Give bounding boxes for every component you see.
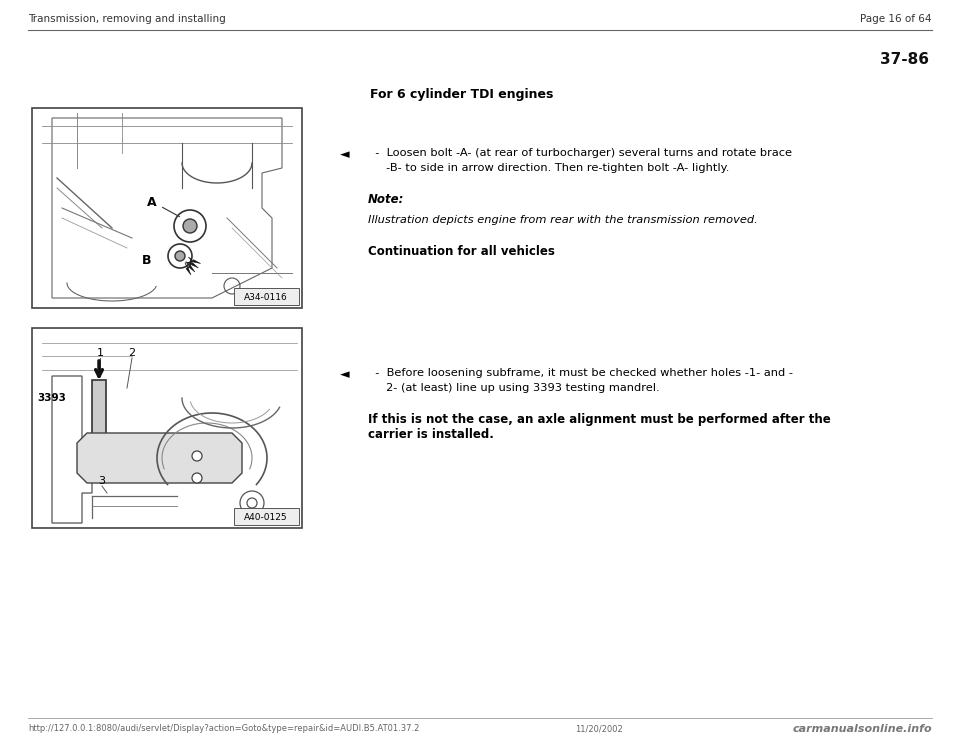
Text: 2: 2 [129,348,135,358]
Polygon shape [188,266,195,272]
Text: 2- (at least) line up using 3393 testing mandrel.: 2- (at least) line up using 3393 testing… [368,383,660,393]
Polygon shape [191,263,199,268]
Text: ◄: ◄ [340,368,349,381]
Text: Page 16 of 64: Page 16 of 64 [860,14,932,24]
Text: Note:: Note: [368,193,404,206]
Bar [32,108,302,308]
Text: Transmission, removing and installing: Transmission, removing and installing [28,14,226,24]
Text: A34-0116: A34-0116 [244,292,288,301]
Circle shape [175,251,185,261]
Text: Illustration depicts engine from rear with the transmission removed.: Illustration depicts engine from rear wi… [368,215,757,225]
Text: carmanualsonline.info: carmanualsonline.info [792,724,932,734]
Circle shape [192,451,202,461]
Text: -  Loosen bolt -A- (at rear of turbocharger) several turns and rotate brace: - Loosen bolt -A- (at rear of turbocharg… [368,148,792,158]
Circle shape [174,210,206,242]
Text: carrier is installed.: carrier is installed. [368,428,493,441]
Text: -B- to side in arrow direction. Then re-tighten bolt -A- lightly.: -B- to side in arrow direction. Then re-… [368,163,730,173]
Circle shape [183,219,197,233]
Bar [92,380,106,435]
Bar [33,109,301,307]
Bar [234,508,299,525]
Bar [234,288,299,305]
Text: ◄: ◄ [340,148,349,161]
Polygon shape [77,433,242,483]
Text: Continuation for all vehicles: Continuation for all vehicles [368,245,555,258]
Polygon shape [193,260,201,263]
Text: B: B [142,254,152,266]
Text: For 6 cylinder TDI engines: For 6 cylinder TDI engines [370,88,553,101]
Bar [32,328,302,528]
Text: 37-86: 37-86 [880,52,929,67]
Text: http://127.0.0.1:8080/audi/servlet/Display?action=Goto&type=repair&id=AUDI.B5.AT: http://127.0.0.1:8080/audi/servlet/Displ… [28,724,420,733]
Polygon shape [186,267,191,275]
Text: 3393: 3393 [37,393,66,403]
Text: 1: 1 [97,348,104,358]
Bar [33,329,301,527]
Text: 3: 3 [99,476,106,486]
Circle shape [192,473,202,483]
Text: If this is not the case, an axle alignment must be performed after the: If this is not the case, an axle alignme… [368,413,830,426]
Circle shape [168,244,192,268]
Text: A: A [147,197,156,209]
Text: A40-0125: A40-0125 [244,513,288,522]
Text: 11/20/2002: 11/20/2002 [575,724,623,733]
Text: -  Before loosening subframe, it must be checked whether holes -1- and -: - Before loosening subframe, it must be … [368,368,793,378]
